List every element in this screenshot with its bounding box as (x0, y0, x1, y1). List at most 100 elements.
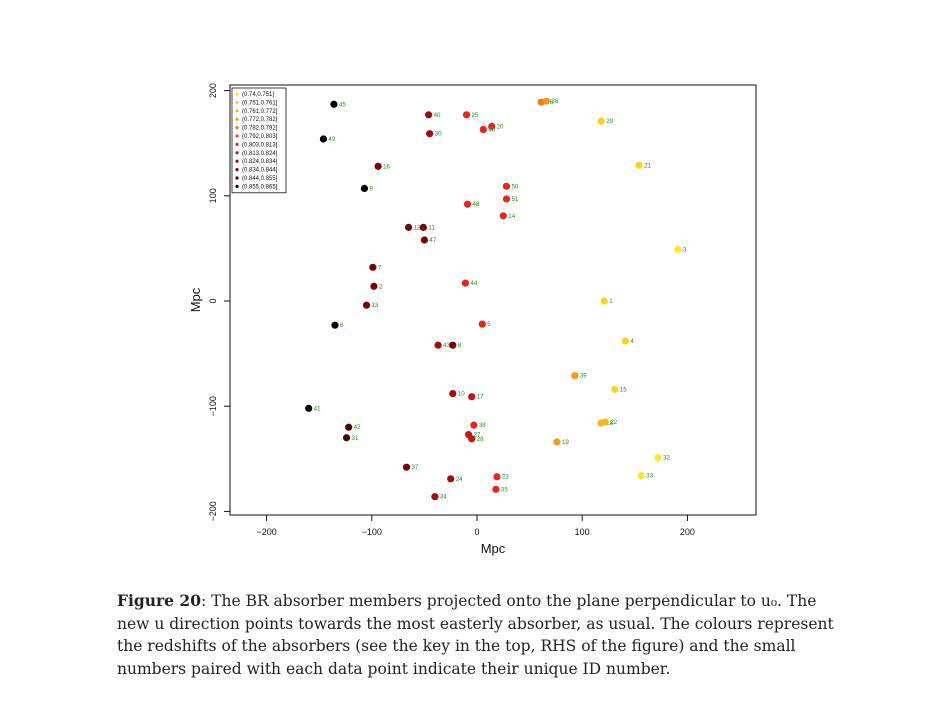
data-point (330, 100, 338, 108)
legend-swatch (235, 117, 239, 121)
data-point (479, 125, 487, 134)
point-id-label: 40 (434, 112, 441, 119)
y-tick-label: −100 (208, 396, 218, 416)
x-axis-label: Mpc (481, 541, 506, 556)
point-id-label: 1 (609, 298, 613, 305)
point-id-label: 19 (562, 439, 569, 446)
y-tick-label: 0 (208, 298, 218, 303)
legend-entry-label: (0.772,0.782] (242, 117, 278, 123)
legend-swatch (235, 184, 239, 188)
data-point (431, 493, 439, 501)
data-point (542, 97, 551, 105)
legend-entry-label: (0.761,0.772] (242, 109, 278, 115)
legend-box (231, 87, 287, 194)
point-id-label: 13 (372, 302, 379, 309)
x-axis: −200 −100 0 100 200 (256, 515, 695, 537)
data-point (370, 282, 378, 290)
data-point (553, 438, 561, 446)
data-point (434, 341, 442, 349)
data-point (462, 111, 471, 119)
point-id-label: 25 (471, 112, 478, 119)
legend-swatch (235, 159, 239, 163)
legend-swatch (235, 92, 239, 96)
point-id-label: 4 (630, 338, 634, 345)
point-id-label: 36 (551, 98, 558, 105)
legend-entry-label: (0.824,0.834] (242, 159, 278, 165)
point-id-label: 27 (474, 432, 481, 439)
data-point (468, 393, 476, 401)
legend-entry-label: (0.74,0.751] (242, 92, 274, 98)
point-id-label: 6 (340, 322, 344, 329)
point-id-label: 32 (663, 455, 670, 462)
point-id-label: 9 (369, 185, 373, 192)
data-point (461, 279, 470, 287)
point-id-label: 38 (479, 422, 486, 429)
point-id-label: 12 (414, 224, 421, 231)
point-id-label: 10 (458, 391, 465, 398)
point-id-label: 11 (428, 224, 435, 231)
legend-swatch (235, 168, 239, 172)
y-tick-label: −200 (208, 501, 218, 521)
data-point (571, 372, 579, 380)
data-point (420, 236, 428, 244)
data-point (468, 435, 476, 443)
data-point (426, 130, 434, 138)
point-id-label: 35 (501, 486, 508, 493)
legend-swatch (235, 176, 239, 180)
point-id-label: 23 (502, 474, 509, 481)
point-id-label: 14 (508, 213, 515, 220)
point-id-label: 22 (610, 419, 617, 426)
x-tick-label: 100 (575, 527, 590, 537)
caption-text: : The BR absorber members projected onto… (117, 592, 834, 678)
point-id-label: 33 (646, 473, 653, 480)
data-point (425, 111, 433, 119)
data-point (478, 320, 486, 328)
point-id-label: 46 (488, 127, 495, 134)
point-id-label: 49 (328, 136, 335, 143)
y-axis-label: Mpc (188, 287, 203, 312)
point-id-label: 30 (435, 131, 442, 138)
point-id-label: 7 (378, 264, 382, 271)
legend-swatch (235, 109, 239, 113)
point-id-label: 29 (606, 118, 613, 125)
data-point (621, 337, 629, 345)
point-id-label: 5 (487, 321, 491, 328)
legend-swatch (235, 142, 239, 146)
point-id-label: 24 (456, 476, 463, 483)
point-id-label: 15 (620, 386, 627, 393)
data-point (493, 473, 501, 481)
data-point (405, 223, 413, 231)
legend-entry-label: (0.803,0.813] (242, 142, 278, 148)
data-point (331, 321, 339, 329)
data-point (502, 182, 511, 190)
data-point (362, 301, 371, 309)
data-point (447, 475, 455, 483)
point-id-label: 45 (339, 101, 346, 108)
legend-swatch (235, 126, 239, 130)
y-axis: −200 −100 0 100 200 (208, 83, 230, 522)
point-id-label: 42 (354, 424, 361, 431)
legend-entry-label: (0.751,0.761] (242, 100, 278, 106)
data-point (360, 184, 369, 193)
point-id-label: 21 (644, 162, 651, 169)
point-id-label: 26 (546, 99, 553, 106)
y-tick-label: 100 (208, 188, 218, 203)
x-tick-label: −200 (256, 527, 276, 537)
x-tick-label: 0 (474, 527, 479, 537)
point-id-label: 48 (473, 201, 480, 208)
data-point (600, 297, 608, 305)
data-points: 1234567891011121314151617181920212223242… (305, 97, 687, 501)
legend-entry-label: (0.834,0.844] (242, 168, 278, 174)
point-id-label: 47 (429, 237, 436, 244)
data-point (449, 389, 457, 398)
data-point (419, 223, 427, 231)
x-tick-label: 200 (680, 527, 695, 537)
data-point (369, 263, 377, 271)
legend-swatch (235, 134, 239, 138)
data-point (463, 200, 472, 208)
data-point (342, 434, 351, 442)
legend-entry-label: (0.782,0.792] (242, 126, 278, 132)
point-id-label: 2 (379, 283, 383, 290)
caption-label: Figure 20 (117, 591, 201, 610)
